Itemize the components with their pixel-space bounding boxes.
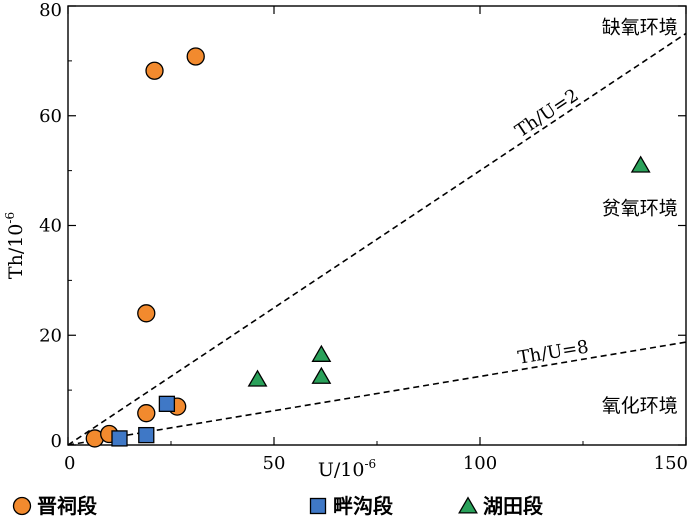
axes: 0 50 100 150 0 20 40 60 80 U/10-6 Th/10-6 — [3, 0, 688, 481]
data-point-square — [111, 430, 128, 447]
data-points — [85, 47, 651, 448]
legend-label: 湖田段 — [483, 494, 543, 518]
x-tick-label: 50 — [263, 453, 286, 474]
reference-line — [67, 341, 687, 446]
legend-marker-circle — [12, 496, 32, 516]
reference-lines: Th/U=2Th/U=8 — [67, 32, 687, 446]
data-point-circle — [186, 47, 205, 66]
y-tick-label: 60 — [39, 106, 62, 127]
y-tick-label: 20 — [39, 325, 62, 346]
region-label: 氧化环境 — [602, 395, 678, 417]
region-label: 贫氧环境 — [602, 198, 678, 220]
data-point-triangle — [630, 155, 651, 173]
reference-line-label: Th/U=2 — [511, 85, 582, 142]
legend-marker-square — [309, 497, 327, 515]
x-axis-title: U/10-6 — [318, 457, 376, 481]
data-point-triangle — [311, 344, 332, 362]
data-point-square — [158, 395, 176, 412]
y-axis-title: Th/10-6 — [3, 212, 27, 279]
y-tick-label: 80 — [39, 0, 62, 21]
data-point-square — [138, 426, 155, 444]
x-tick-label: 100 — [463, 453, 497, 474]
x-tick-label: 0 — [64, 453, 75, 474]
reference-line — [67, 32, 687, 446]
legend-label: 畔沟段 — [333, 494, 393, 518]
x-tick-label: 150 — [654, 453, 688, 474]
data-point-circle — [145, 61, 164, 80]
data-point-circle — [137, 404, 156, 423]
data-point-triangle — [247, 369, 268, 387]
legend: 晋祠段 畔沟段 湖田段 — [12, 494, 543, 518]
y-tick-label: 40 — [39, 216, 62, 237]
data-point-circle — [137, 304, 156, 323]
region-label: 缺氧环境 — [602, 16, 678, 38]
y-tick-label: 0 — [51, 431, 62, 452]
data-point-triangle — [311, 366, 332, 384]
legend-marker-triangle — [458, 496, 478, 514]
legend-label: 晋祠段 — [37, 494, 97, 518]
